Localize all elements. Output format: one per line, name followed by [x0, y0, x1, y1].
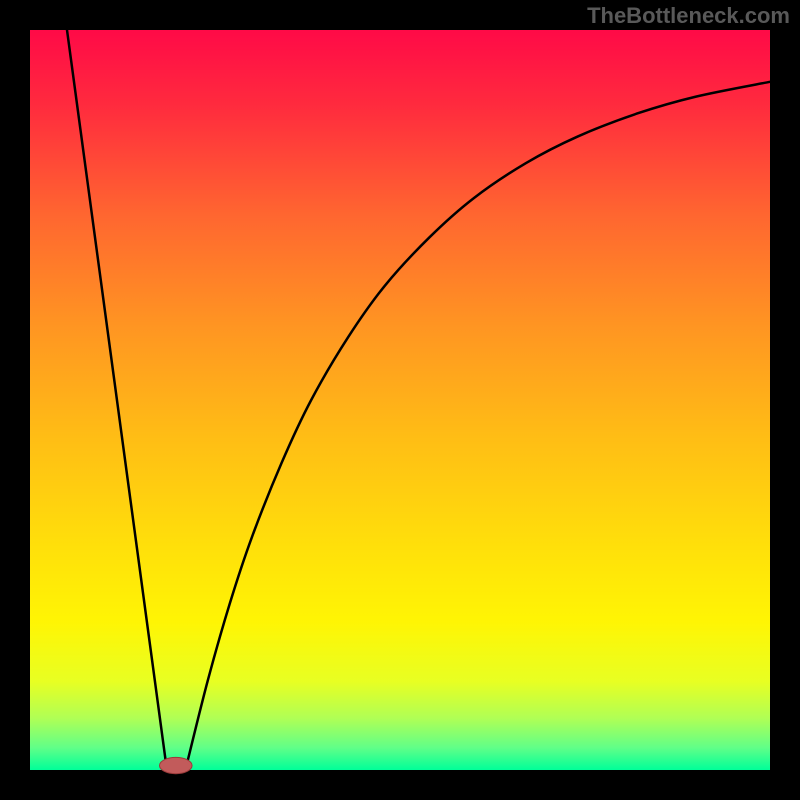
plot-area-gradient — [30, 30, 770, 770]
bottleneck-marker — [160, 757, 193, 773]
chart-svg — [0, 0, 800, 800]
chart-container: TheBottleneck.com — [0, 0, 800, 800]
watermark-text: TheBottleneck.com — [587, 3, 790, 29]
